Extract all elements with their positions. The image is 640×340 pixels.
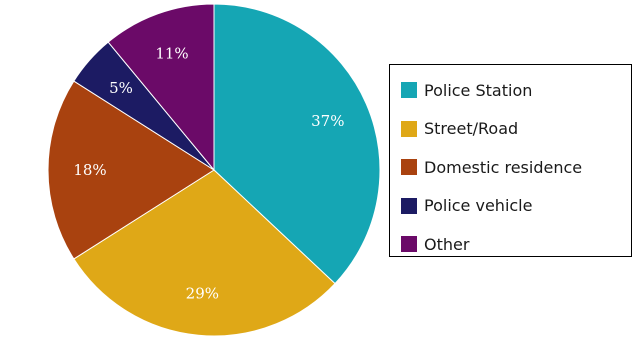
pie-slice-value-label: 11% [155,44,188,62]
chart-legend: Police Station Street/Road Domestic resi… [389,64,632,257]
pie-slice-police-station [213,3,380,285]
legend-swatch [401,197,417,214]
pie-slice-other [107,3,215,172]
legend-item-other: Other [390,225,631,264]
pie-slice-value-label: 29% [186,284,219,302]
legend-swatch [401,82,417,99]
legend-swatch [401,159,417,176]
pie-plot-area: 37% 29% 18% 5% 11% [47,3,380,337]
legend-label: Street/Road [424,119,519,139]
legend-label: Other [424,234,470,254]
legend-item-police-station: Police Station [390,71,631,110]
legend-swatch [401,120,417,137]
pie-slice-value-label: 5% [109,79,133,97]
legend-item-street-road: Street/Road [390,110,631,149]
pie-slice-value-label: 37% [311,112,344,130]
legend-item-police-vehicle: Police vehicle [390,187,631,226]
pie-slice-value-label: 18% [73,161,106,179]
legend-swatch [401,236,417,253]
pie-slice-domestic-residence [47,80,215,260]
legend-label: Police Station [424,80,533,100]
pie-slice-street-road [73,169,336,337]
legend-label: Domestic residence [424,157,583,177]
legend-item-domestic-residence: Domestic residence [390,148,631,187]
legend-label: Police vehicle [424,196,533,216]
